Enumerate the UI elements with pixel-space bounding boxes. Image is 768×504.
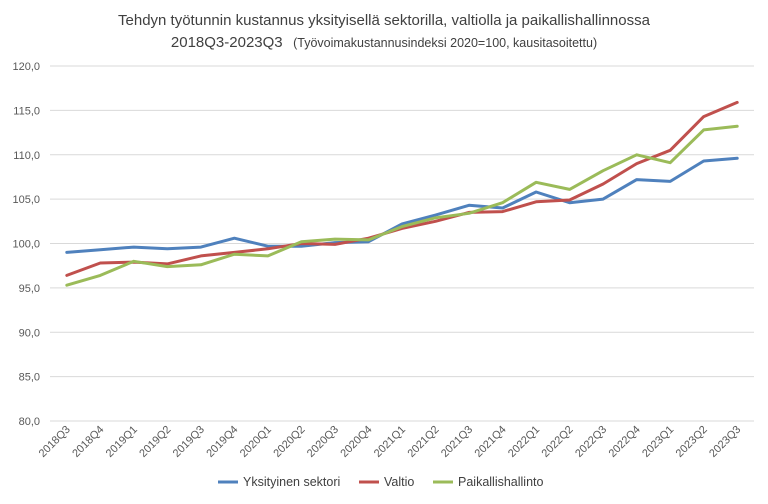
series-line-2 [65, 100, 739, 277]
x-tick-label: 2019Q1 [104, 424, 140, 460]
x-tick-label: 2023Q1 [640, 424, 676, 460]
x-tick-label: 2020Q2 [271, 424, 307, 460]
gridlines [50, 65, 754, 422]
y-tick-label: 80,0 [19, 416, 40, 428]
y-axis-ticks: 80,0 85,0 90,0 95,0 100,0 105,0 110,0 115,0 120,… [12, 61, 40, 428]
y-tick-label: 85,0 [19, 372, 40, 384]
chart-subtitle: 2018Q3-2023Q3 (Työvoimakustannusindeksi … [171, 34, 597, 51]
x-tick-label: 2019Q2 [137, 424, 173, 460]
x-tick-label: 2021Q3 [439, 424, 475, 460]
x-tick-label: 2020Q3 [305, 424, 341, 460]
x-tick-label: 2022Q4 [607, 424, 643, 460]
legend-label: Valtio [384, 475, 414, 489]
x-tick-label: 2020Q4 [338, 424, 374, 460]
series-lines [65, 100, 739, 287]
x-axis-ticks: 2018Q32018Q42019Q12019Q22019Q32019Q42020… [37, 424, 744, 460]
legend: Yksityinen sektori Valtio Paikallishallint… [218, 475, 544, 489]
legend-label: Paikallishallinto [458, 475, 544, 489]
x-tick-label: 2021Q2 [405, 424, 441, 460]
x-tick-label: 2019Q4 [204, 424, 240, 460]
x-tick-label: 2020Q1 [238, 424, 274, 460]
series-line-3 [65, 124, 739, 287]
y-tick-label: 110,0 [13, 150, 40, 162]
x-tick-label: 2018Q3 [37, 424, 73, 460]
x-tick-label: 2018Q4 [70, 424, 106, 460]
chart-title: Tehdyn työtunnin kustannus yksityisellä … [118, 12, 651, 29]
x-tick-label: 2021Q1 [372, 424, 408, 460]
x-tick-label: 2023Q2 [674, 424, 710, 460]
y-tick-label: 95,0 [19, 283, 40, 295]
x-tick-label: 2022Q2 [540, 424, 576, 460]
x-tick-label: 2021Q4 [473, 424, 509, 460]
x-tick-label: 2022Q3 [573, 424, 609, 460]
y-tick-label: 120,0 [12, 61, 40, 73]
x-tick-label: 2022Q1 [506, 424, 542, 460]
legend-label: Yksityinen sektori [243, 475, 340, 489]
subtitle-note: (Työvoimakustannusindeksi 2020=100, kaus… [293, 36, 597, 50]
x-tick-label: 2023Q3 [707, 424, 743, 460]
x-tick-label: 2019Q3 [171, 424, 207, 460]
y-tick-label: 100,0 [12, 239, 40, 251]
y-tick-label: 105,0 [12, 194, 40, 206]
series-line-1 [65, 156, 739, 254]
y-tick-label: 90,0 [19, 327, 40, 339]
y-tick-label: 115,0 [13, 105, 40, 117]
subtitle-period: 2018Q3-2023Q3 [171, 34, 283, 51]
